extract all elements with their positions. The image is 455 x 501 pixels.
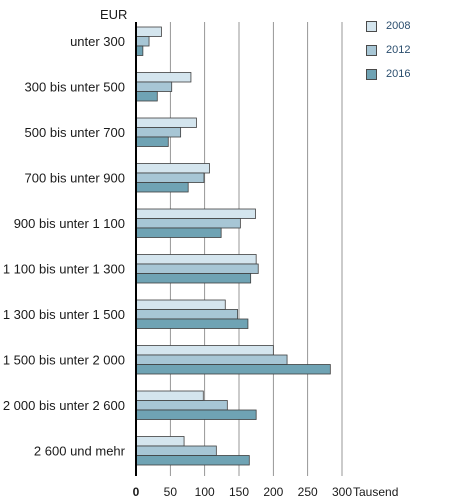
category-label-1: unter 300	[70, 34, 125, 49]
legend-swatch-2012	[366, 44, 377, 56]
category-label-6: 1 100 bis unter 1 300	[3, 261, 125, 276]
bar-2008-2	[135, 72, 192, 83]
bar-2012-3	[135, 127, 182, 138]
bar-2016-10	[135, 455, 250, 466]
legend-label-2008: 2008	[386, 20, 411, 32]
legend-item-2016: 2016	[366, 64, 410, 84]
legend-swatch-2008	[366, 20, 377, 32]
legend-label-2012: 2012	[386, 44, 411, 56]
category-label-2: 300 bis unter 500	[25, 79, 125, 94]
x-tick-label-200: 200	[263, 485, 283, 499]
x-tick-label-250: 250	[298, 485, 318, 499]
bar-2008-8	[135, 345, 274, 356]
category-label-8: 1 500 bis unter 2 000	[3, 352, 125, 367]
bar-2012-5	[135, 218, 241, 229]
bar-2008-10	[135, 436, 185, 447]
bar-2016-7	[135, 318, 249, 329]
x-axis-unit-label: Tausend	[353, 485, 398, 499]
bar-2008-3	[135, 117, 197, 128]
x-tick-label-50: 50	[164, 485, 178, 499]
bar-2008-9	[135, 390, 204, 401]
bar-2016-6	[135, 273, 252, 284]
bar-2012-7	[135, 309, 239, 320]
legend-item-2008: 2008	[366, 16, 410, 36]
legend: 2008 2012 2016	[366, 16, 410, 88]
bar-2016-9	[135, 409, 257, 420]
bar-2016-1	[135, 45, 144, 56]
x-tick-label-300: 300	[332, 485, 352, 499]
bar-2016-5	[135, 227, 222, 238]
bar-2012-9	[135, 400, 228, 411]
bar-2016-3	[135, 136, 169, 147]
legend-item-2012: 2012	[366, 40, 410, 60]
bar-2012-4	[135, 172, 205, 183]
legend-label-2016: 2016	[386, 68, 411, 80]
category-label-5: 900 bis unter 1 100	[14, 216, 125, 231]
bar-2008-6	[135, 254, 257, 265]
bar-2016-8	[135, 364, 331, 375]
bar-2008-4	[135, 163, 210, 174]
x-tick-label-150: 150	[229, 485, 249, 499]
category-label-9: 2 000 bis unter 2 600	[3, 398, 125, 413]
x-tick-label-100: 100	[195, 485, 215, 499]
bar-2016-2	[135, 91, 158, 102]
y-axis-unit-label: EUR	[100, 7, 128, 22]
legend-swatch-2016	[366, 68, 377, 80]
category-label-10: 2 600 und mehr	[34, 443, 126, 458]
bar-2008-5	[135, 208, 256, 219]
x-tick-label-0: 0	[133, 485, 140, 499]
bar-2008-1	[135, 26, 162, 37]
bar-2016-4	[135, 182, 189, 193]
bar-2012-6	[135, 263, 259, 274]
bar-2008-7	[135, 299, 226, 310]
category-label-4: 700 bis unter 900	[25, 170, 125, 185]
bar-2012-1	[135, 36, 150, 47]
bar-2012-10	[135, 445, 217, 456]
category-label-7: 1 300 bis unter 1 500	[3, 307, 125, 322]
bar-2012-8	[135, 354, 288, 365]
category-label-3: 500 bis unter 700	[25, 125, 125, 140]
bar-2012-2	[135, 81, 173, 92]
